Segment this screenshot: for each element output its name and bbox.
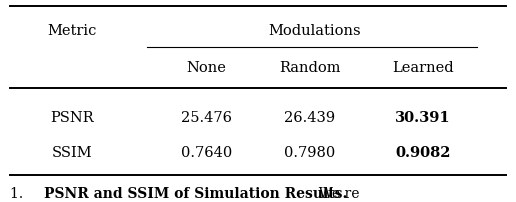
Text: Modulations: Modulations: [268, 24, 361, 38]
Text: 30.391: 30.391: [395, 111, 451, 125]
Text: 1.: 1.: [10, 186, 37, 201]
Text: PSNR: PSNR: [51, 111, 94, 125]
Text: 0.7980: 0.7980: [284, 145, 335, 160]
Text: 25.476: 25.476: [181, 111, 232, 125]
Text: Learned: Learned: [392, 61, 454, 75]
Text: 0.7640: 0.7640: [181, 145, 232, 160]
Text: None: None: [186, 61, 227, 75]
Text: Random: Random: [279, 61, 341, 75]
Text: Metric: Metric: [47, 24, 97, 38]
Text: We re: We re: [310, 186, 359, 201]
Text: 26.439: 26.439: [284, 111, 335, 125]
Text: 0.9082: 0.9082: [395, 145, 451, 160]
Text: SSIM: SSIM: [52, 145, 92, 160]
Text: PSNR and SSIM of Simulation Results.: PSNR and SSIM of Simulation Results.: [44, 186, 347, 201]
